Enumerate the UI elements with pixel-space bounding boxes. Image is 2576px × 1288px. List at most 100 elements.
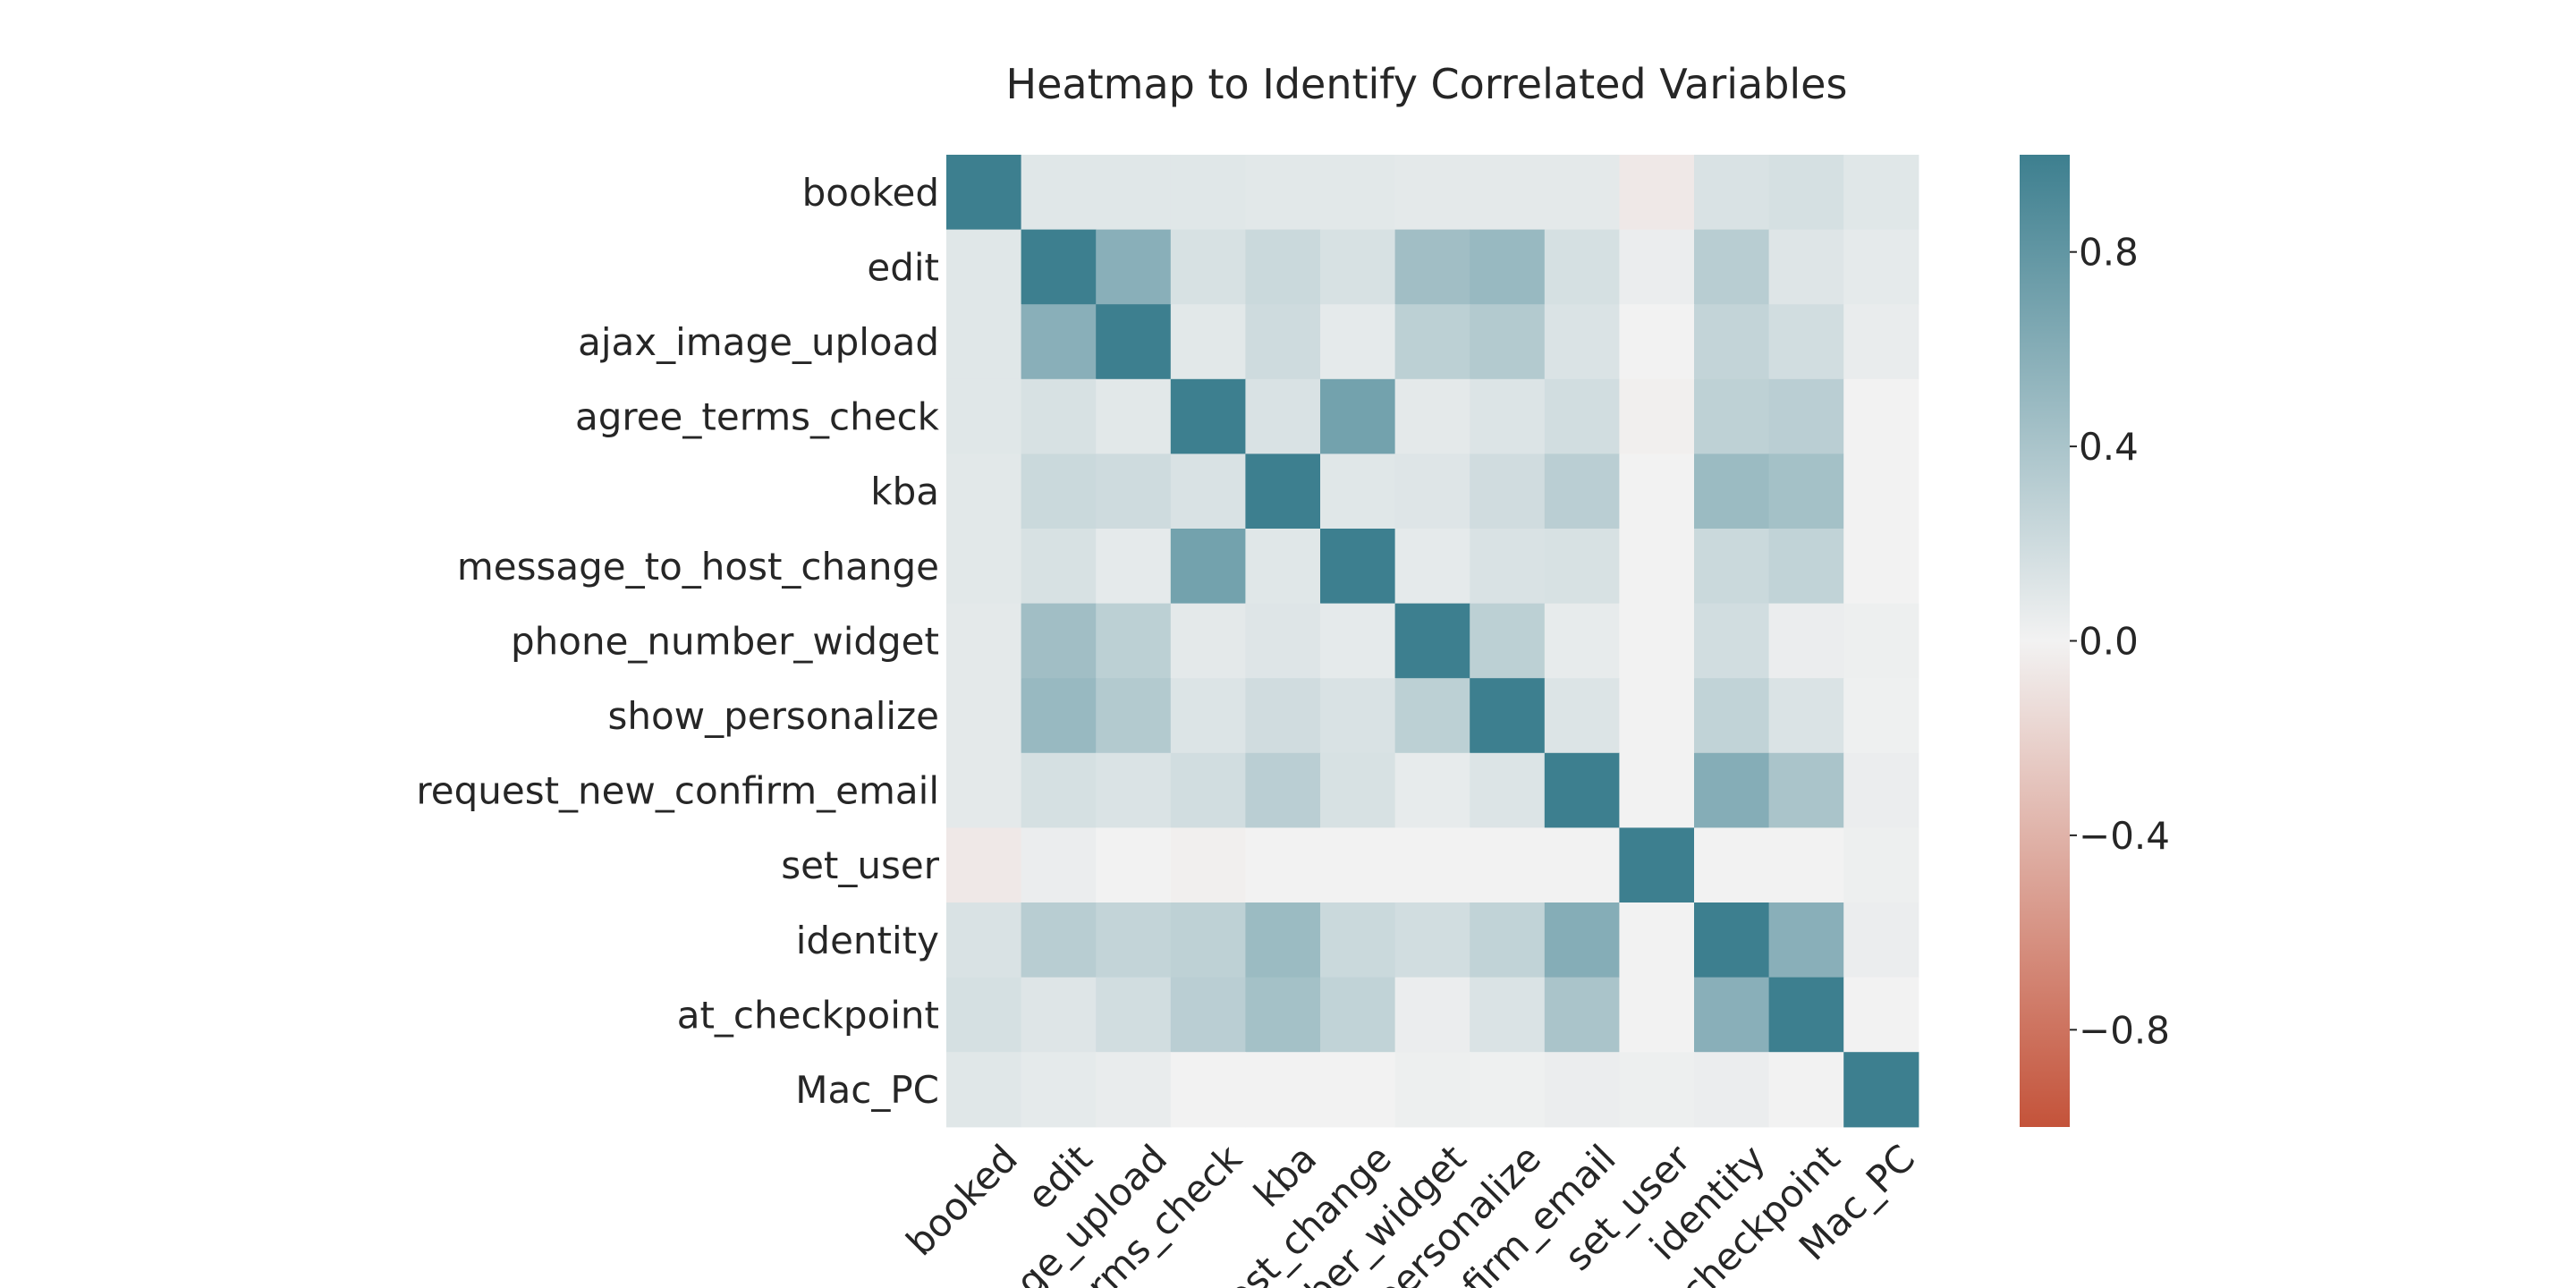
heatmap-cell — [1544, 827, 1620, 903]
heatmap-cell — [1021, 902, 1097, 979]
heatmap-cell — [946, 977, 1022, 1053]
y-tick-label: set_user — [781, 843, 940, 887]
heatmap-cell — [1394, 678, 1470, 754]
heatmap-cell — [1394, 977, 1470, 1053]
heatmap-cell — [1170, 752, 1246, 828]
heatmap-cell — [1096, 378, 1172, 454]
heatmap-cell — [1245, 977, 1321, 1053]
colorbar-ticks: 0.8 0.4 0.0 −0.4 −0.8 — [2070, 231, 2170, 1052]
heatmap-cell — [1470, 977, 1546, 1053]
heatmap-cell — [1021, 304, 1097, 380]
y-tick-label: agree_terms_check — [575, 395, 940, 439]
heatmap-cell — [946, 678, 1022, 754]
heatmap-cell — [1096, 304, 1172, 380]
heatmap-cell — [1470, 752, 1546, 828]
heatmap-cell — [1170, 378, 1246, 454]
heatmap-cell — [1843, 977, 1919, 1053]
heatmap-cell — [946, 902, 1022, 979]
y-tick-label: edit — [867, 245, 939, 289]
heatmap-cell — [1470, 529, 1546, 605]
heatmap-cell — [1470, 453, 1546, 530]
heatmap-cell — [1470, 378, 1546, 454]
heatmap-cell — [1768, 453, 1844, 530]
heatmap-cell — [1394, 752, 1470, 828]
heatmap-cell — [1843, 529, 1919, 605]
y-tick-label: request_new_confirm_email — [416, 769, 939, 813]
heatmap-cell — [1694, 453, 1770, 530]
heatmap-cell — [1619, 529, 1695, 605]
heatmap-cell — [946, 603, 1022, 679]
heatmap-cell — [1843, 1052, 1919, 1128]
heatmap-cell — [1170, 977, 1246, 1053]
heatmap-cell — [1320, 229, 1396, 305]
y-tick-label: ajax_image_upload — [578, 320, 939, 364]
heatmap-cell — [1170, 304, 1246, 380]
heatmap-cell — [1320, 603, 1396, 679]
heatmap-cell — [1394, 378, 1470, 454]
heatmap-cell — [946, 1052, 1022, 1128]
heatmap-cell — [1245, 902, 1321, 979]
heatmap-cell — [1619, 678, 1695, 754]
heatmap-cell — [1619, 827, 1695, 903]
heatmap-cell — [1843, 827, 1919, 903]
y-tick-label: booked — [802, 171, 939, 215]
heatmap-cell — [946, 155, 1022, 231]
x-tick-labels: bookededitage_uploadrms_checkkbaost_chan… — [898, 1136, 1923, 1288]
heatmap-cell — [1544, 902, 1620, 979]
heatmap-cell — [1544, 977, 1620, 1053]
heatmap-cell — [1096, 1052, 1172, 1128]
heatmap-cell — [1096, 678, 1172, 754]
heatmap-cell — [1843, 304, 1919, 380]
heatmap-cell — [1096, 977, 1172, 1053]
heatmap-cell — [1394, 603, 1470, 679]
heatmap-cell — [1170, 229, 1246, 305]
heatmap-cell — [1768, 229, 1844, 305]
heatmap-cell — [1245, 752, 1321, 828]
heatmap-cell — [1544, 453, 1620, 530]
heatmap-cell — [1245, 378, 1321, 454]
heatmap-cell — [1694, 304, 1770, 380]
heatmap-cell — [1768, 378, 1844, 454]
heatmap-cell — [1694, 752, 1770, 828]
heatmap-cell — [1320, 827, 1396, 903]
heatmap-cell — [1694, 902, 1770, 979]
heatmap-cell — [1768, 977, 1844, 1053]
heatmap-cell — [1694, 378, 1770, 454]
heatmap-cell — [1394, 1052, 1470, 1128]
heatmap-cell — [1245, 229, 1321, 305]
y-tick-label: phone_number_widget — [511, 619, 939, 663]
colorbar — [2020, 155, 2070, 1127]
heatmap-cell — [1170, 603, 1246, 679]
heatmap-cell — [1694, 529, 1770, 605]
heatmap-cell — [1843, 453, 1919, 530]
heatmap-cell — [946, 378, 1022, 454]
heatmap-cell — [1096, 453, 1172, 530]
heatmap-cell — [1394, 827, 1470, 903]
heatmap-cell — [1394, 453, 1470, 530]
heatmap-cell — [1245, 827, 1321, 903]
heatmap-cell — [1544, 752, 1620, 828]
heatmap-cell — [1170, 155, 1246, 231]
heatmap-cell — [1320, 304, 1396, 380]
heatmap-cell — [1320, 529, 1396, 605]
heatmap-cell — [1021, 453, 1097, 530]
heatmap-cell — [1245, 155, 1321, 231]
heatmap-cell — [1170, 529, 1246, 605]
heatmap-cell — [1694, 977, 1770, 1053]
heatmap-cell — [1768, 155, 1844, 231]
heatmap-cell — [1170, 902, 1246, 979]
y-tick-labels: booked edit ajax_image_upload agree_terms_c… — [416, 171, 939, 1112]
heatmap-cell — [1245, 603, 1321, 679]
heatmap-cell — [1768, 1052, 1844, 1128]
heatmap-cell — [1843, 229, 1919, 305]
heatmap-cell — [1320, 977, 1396, 1053]
heatmap-cell — [1096, 229, 1172, 305]
heatmap-cell — [1021, 229, 1097, 305]
heatmap-cell — [1843, 678, 1919, 754]
heatmap-cell — [1768, 678, 1844, 754]
heatmap-cell — [1843, 752, 1919, 828]
heatmap-cell — [1320, 902, 1396, 979]
heatmap-cell — [1843, 155, 1919, 231]
heatmap-cell — [1096, 902, 1172, 979]
heatmap-cell — [1394, 304, 1470, 380]
